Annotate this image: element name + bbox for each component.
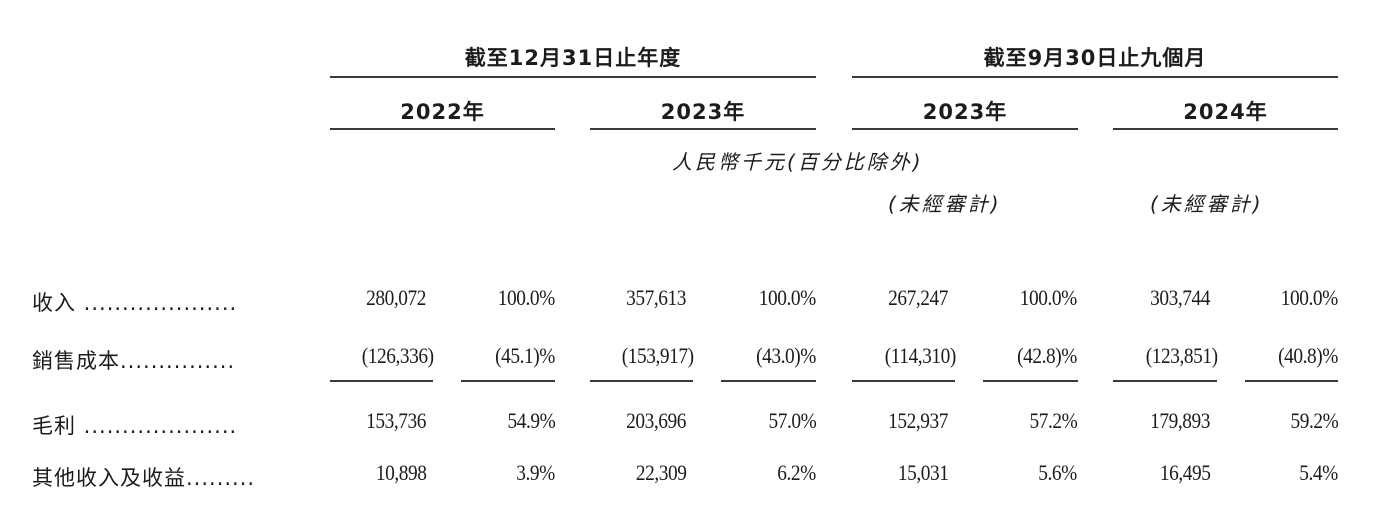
cell-cost-9m2024-amount: (123,851) xyxy=(1146,343,1218,368)
subtotal-rule-9m2023-pct xyxy=(983,380,1078,382)
cell-oi-2023-pct: 6.2% xyxy=(777,460,816,485)
year-header-2023-rule xyxy=(590,128,816,130)
cell-gp-9m2023-amount: 152,937 xyxy=(888,408,948,433)
year-header-2022-rule xyxy=(330,128,555,130)
cell-gp-9m2024-amount: 179,893 xyxy=(1150,408,1210,433)
row-label-other-income: 其他收入及收益......... xyxy=(32,466,256,490)
cell-revenue-9m2024-pct: 100.0% xyxy=(1280,285,1338,310)
cell-oi-9m2023-amount: 15,031 xyxy=(897,460,948,485)
period-header-year-ended-rule xyxy=(330,76,816,78)
cell-gp-9m2023-pct: 57.2% xyxy=(1029,408,1077,433)
cell-revenue-2022-amount: 280,072 xyxy=(366,285,426,310)
period-header-nine-months: 截至9月30日止九個月 xyxy=(983,46,1207,70)
period-header-nine-months-rule xyxy=(852,76,1338,78)
cell-cost-9m2023-pct: (42.8)% xyxy=(1017,343,1077,368)
subtotal-rule-9m2023-amount xyxy=(852,380,955,382)
unaudited-note-2024: (未經審計) xyxy=(1150,192,1264,216)
cell-gp-2022-pct: 54.9% xyxy=(507,408,555,433)
cell-revenue-9m2023-amount: 267,247 xyxy=(888,285,948,310)
row-label-cost-of-sales: 銷售成本............... xyxy=(32,349,236,373)
cell-gp-2023-amount: 203,696 xyxy=(626,408,686,433)
row-label-gross-profit: 毛利 .................... xyxy=(32,414,238,438)
year-header-2023-nine-months-rule xyxy=(852,128,1078,130)
subtotal-rule-2022-pct xyxy=(461,380,555,382)
unit-note: 人民幣千元(百分比除外) xyxy=(672,150,924,174)
cell-revenue-9m2024-amount: 303,744 xyxy=(1150,285,1210,310)
year-header-2023-nine-months: 2023年 xyxy=(922,100,1008,124)
cell-revenue-2023-pct: 100.0% xyxy=(758,285,816,310)
cell-cost-2023-amount: (153,917) xyxy=(622,343,694,368)
subtotal-rule-2023-amount xyxy=(590,380,693,382)
row-label-revenue: 收入 .................... xyxy=(32,291,238,315)
cell-cost-2022-amount: (126,336) xyxy=(362,343,434,368)
subtotal-rule-9m2024-amount xyxy=(1113,380,1217,382)
cell-revenue-9m2023-pct: 100.0% xyxy=(1019,285,1077,310)
subtotal-rule-9m2024-pct xyxy=(1245,380,1338,382)
subtotal-rule-2022-amount xyxy=(330,380,433,382)
cell-gp-9m2024-pct: 59.2% xyxy=(1290,408,1338,433)
period-header-year-ended: 截至12月31日止年度 xyxy=(464,46,682,70)
cell-oi-2022-pct: 3.9% xyxy=(516,460,555,485)
unaudited-note-2023: (未經審計) xyxy=(888,192,1002,216)
cell-oi-2023-amount: 22,309 xyxy=(635,460,686,485)
cell-cost-9m2023-amount: (114,310) xyxy=(884,343,957,368)
cell-revenue-2022-pct: 100.0% xyxy=(497,285,555,310)
cell-cost-2022-pct: (45.1)% xyxy=(495,343,555,368)
year-header-2024-rule xyxy=(1113,128,1338,130)
cell-oi-2022-amount: 10,898 xyxy=(375,460,426,485)
cell-oi-9m2023-pct: 5.6% xyxy=(1038,460,1077,485)
cell-gp-2022-amount: 153,736 xyxy=(366,408,426,433)
subtotal-rule-2023-pct xyxy=(721,380,816,382)
cell-oi-9m2024-pct: 5.4% xyxy=(1299,460,1338,485)
cell-cost-2023-pct: (43.0)% xyxy=(756,343,816,368)
cell-revenue-2023-amount: 357,613 xyxy=(626,285,686,310)
cell-gp-2023-pct: 57.0% xyxy=(768,408,816,433)
year-header-2022: 2022年 xyxy=(400,100,485,124)
year-header-2023: 2023年 xyxy=(660,100,746,124)
cell-oi-9m2024-amount: 16,495 xyxy=(1159,460,1210,485)
year-header-2024: 2024年 xyxy=(1183,100,1268,124)
cell-cost-9m2024-pct: (40.8)% xyxy=(1278,343,1338,368)
